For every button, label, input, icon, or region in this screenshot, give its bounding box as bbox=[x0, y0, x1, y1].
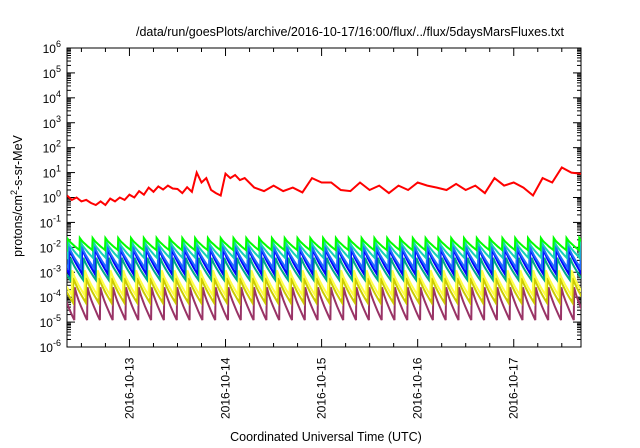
y-label-rest: -s-sr-MeV bbox=[11, 134, 25, 190]
y-tick-label-base: 10 bbox=[43, 192, 57, 206]
y-tick-label-base: 10 bbox=[43, 92, 57, 106]
y-tick-label: 10-2 bbox=[40, 238, 61, 255]
y-tick-label: 106 bbox=[43, 39, 61, 56]
y-tick-label-exp: -2 bbox=[53, 238, 61, 248]
y-tick-label-base: 10 bbox=[40, 216, 54, 230]
y-tick-label: 103 bbox=[43, 114, 61, 131]
y-tick-label-base: 10 bbox=[43, 42, 57, 56]
y-tick-label-base: 10 bbox=[40, 241, 54, 255]
series-line-6 bbox=[67, 237, 581, 261]
x-axis-label: Coordinated Universal Time (UTC) bbox=[230, 430, 422, 444]
x-tick-label: 2016-10-16 bbox=[411, 357, 425, 419]
y-tick-label-base: 10 bbox=[40, 266, 54, 280]
y-tick-label-base: 10 bbox=[43, 167, 57, 181]
y-tick-label-exp: 5 bbox=[56, 64, 61, 74]
y-tick-label-base: 10 bbox=[43, 142, 57, 156]
y-tick-label-exp: -1 bbox=[53, 213, 61, 223]
y-tick-label-exp: -3 bbox=[53, 263, 61, 273]
y-tick-label: 10-6 bbox=[40, 338, 61, 355]
series-line-5 bbox=[67, 245, 581, 272]
y-tick-label: 10-5 bbox=[40, 313, 61, 330]
y-tick-label-exp: 3 bbox=[56, 114, 61, 124]
series-line-2 bbox=[67, 269, 581, 299]
y-tick-label: 104 bbox=[43, 89, 61, 106]
series-line-primary bbox=[67, 166, 581, 207]
chart-title: /data/run/goesPlots/archive/2016-10-17/1… bbox=[136, 25, 565, 39]
y-axis-label: protons/cm2-s-sr-MeV bbox=[9, 134, 25, 256]
y-tick-label: 101 bbox=[43, 164, 61, 181]
y-tick-label-exp: 0 bbox=[56, 189, 61, 199]
y-tick-label-exp: -5 bbox=[53, 313, 61, 323]
y-tick-label: 100 bbox=[43, 189, 61, 206]
x-tick-label: 2016-10-14 bbox=[219, 357, 233, 419]
series-line-3 bbox=[67, 257, 581, 284]
y-label-sup: 2 bbox=[9, 190, 19, 195]
x-tick-label: 2016-10-15 bbox=[315, 357, 329, 419]
y-tick-label: 105 bbox=[43, 64, 61, 81]
y-tick-label-exp: 2 bbox=[56, 139, 61, 149]
x-axis: 2016-10-13 2016-10-14 2016-10-15 2016-10-16… bbox=[80, 48, 563, 419]
y-label-base: protons/cm bbox=[11, 195, 25, 257]
series-line-7 bbox=[67, 234, 581, 253]
y-tick-label-exp: 1 bbox=[56, 164, 61, 174]
y-tick-label: 10-3 bbox=[40, 263, 61, 280]
y-tick-label: 10-4 bbox=[40, 288, 61, 305]
series-line-1 bbox=[67, 277, 581, 307]
y-tick-label-exp: -4 bbox=[53, 288, 61, 298]
series-line-0 bbox=[67, 287, 581, 321]
y-tick-label-exp: 6 bbox=[56, 39, 61, 49]
series-layer bbox=[67, 166, 581, 321]
y-tick-label-exp: 4 bbox=[56, 89, 61, 99]
y-tick-label: 102 bbox=[43, 139, 61, 156]
y-tick-label-exp: -6 bbox=[53, 338, 61, 348]
y-tick-label: 10-1 bbox=[40, 213, 61, 230]
y-tick-label-base: 10 bbox=[40, 291, 54, 305]
x-tick-label: 2016-10-17 bbox=[507, 357, 521, 419]
y-tick-label-base: 10 bbox=[43, 117, 57, 131]
y-tick-label-base: 10 bbox=[40, 316, 54, 330]
y-tick-label-base: 10 bbox=[43, 67, 57, 81]
x-tick-label: 2016-10-13 bbox=[122, 357, 136, 419]
y-tick-label-base: 10 bbox=[40, 341, 54, 355]
